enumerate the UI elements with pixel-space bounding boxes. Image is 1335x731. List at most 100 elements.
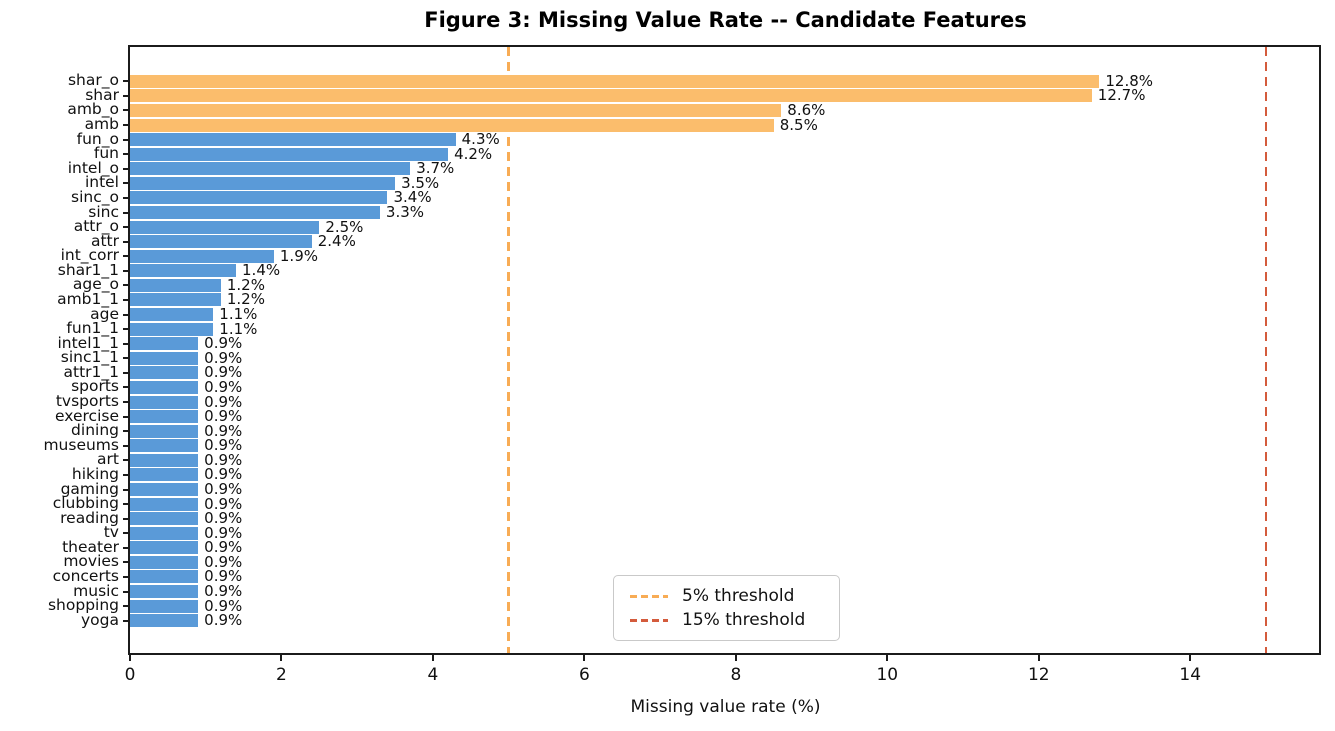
y-tick-label: yoga <box>81 610 119 629</box>
bar-attr_o <box>130 220 320 234</box>
bar-value-label: 0.9% <box>204 480 243 498</box>
x-tick-mark <box>129 653 131 661</box>
y-tick-mark <box>123 153 130 156</box>
bar-value-label: 0.9% <box>204 465 243 484</box>
bar-sinc_o <box>130 191 388 205</box>
y-tick-mark <box>123 459 130 462</box>
chart-title: Figure 3: Missing Value Rate -- Candidat… <box>424 8 1027 32</box>
y-tick-label: attr_o <box>73 217 119 236</box>
y-tick-mark <box>123 94 130 97</box>
bar-fun <box>130 147 449 161</box>
y-tick-label: tvsports <box>55 392 119 411</box>
y-tick-mark <box>123 575 130 578</box>
bar-value-label: 0.9% <box>204 392 243 411</box>
y-tick-label: int_corr <box>60 246 119 265</box>
bar-sinc1_1 <box>130 351 199 365</box>
y-tick-mark <box>123 255 130 258</box>
y-tick-mark <box>123 590 130 593</box>
bar-value-label: 1.9% <box>279 246 318 265</box>
bar-gaming <box>130 483 199 496</box>
bar-value-label: 12.7% <box>1097 86 1146 105</box>
y-tick-mark <box>123 240 130 243</box>
bar-value-label: 0.9% <box>204 421 243 440</box>
y-tick-label: intel_o <box>67 158 119 177</box>
bar-concerts <box>130 570 199 584</box>
bar-art <box>130 453 199 467</box>
bar-value-label: 0.9% <box>204 436 243 455</box>
bar-amb1_1 <box>130 293 221 307</box>
bar-shopping <box>130 599 199 613</box>
y-tick-mark <box>123 124 130 127</box>
y-tick-mark <box>123 401 130 404</box>
legend-label: 5% threshold <box>682 586 795 606</box>
y-tick-label: dining <box>71 421 119 440</box>
dashed-line-icon <box>630 594 668 598</box>
bar-shar1_1 <box>130 264 237 278</box>
bar-tv <box>130 526 199 540</box>
y-tick-label: movies <box>63 552 119 571</box>
bar-amb_o <box>130 103 782 117</box>
y-tick-label: reading <box>60 508 119 527</box>
y-tick-label: amb_o <box>67 100 119 119</box>
bar-age <box>130 308 214 322</box>
x-tick-mark <box>280 653 283 661</box>
x-tick-mark <box>886 653 889 661</box>
y-tick-label: sinc <box>88 202 119 221</box>
bar-value-label: 0.9% <box>204 509 243 528</box>
bar-tvsports <box>130 395 199 409</box>
bar-fun1_1 <box>130 322 214 336</box>
y-tick-label: age <box>90 304 119 323</box>
y-tick-label: museums <box>43 435 119 454</box>
bar-intel_o <box>130 162 411 176</box>
bar-value-label: 4.3% <box>461 130 500 149</box>
y-tick-mark <box>123 342 130 345</box>
x-tick-mark <box>431 653 434 661</box>
bar-attr1_1 <box>130 366 199 380</box>
x-tick-mark <box>734 653 737 661</box>
y-tick-label: exercise <box>55 406 119 425</box>
bar-value-label: 0.9% <box>204 377 243 396</box>
y-tick-mark <box>123 298 130 301</box>
bar-value-label: 0.9% <box>204 407 243 426</box>
y-tick-label: shar1_1 <box>57 260 119 279</box>
y-tick-mark <box>123 546 130 549</box>
bar-value-label: 0.9% <box>204 611 243 630</box>
bar-value-label: 0.9% <box>204 523 243 542</box>
bar-value-label: 3.7% <box>416 159 455 178</box>
y-tick-mark <box>123 561 130 564</box>
bar-amb <box>130 118 774 132</box>
bar-value-label: 8.6% <box>787 100 826 119</box>
y-tick-mark <box>123 386 130 389</box>
bar-value-label: 12.8% <box>1105 71 1154 90</box>
bar-value-label: 4.2% <box>454 144 493 163</box>
x-tick-label: 8 <box>730 665 742 685</box>
y-tick-mark <box>123 473 130 476</box>
y-tick-label: age_o <box>72 275 119 294</box>
y-tick-label: music <box>73 581 119 600</box>
legend-label: 15% threshold <box>682 610 806 630</box>
bar-value-label: 0.9% <box>204 494 243 513</box>
bar-intel <box>130 176 396 190</box>
y-tick-mark <box>123 196 130 199</box>
y-tick-mark <box>123 313 130 316</box>
y-tick-mark <box>123 444 130 447</box>
x-tick-mark <box>583 653 586 661</box>
bar-value-label: 0.9% <box>204 567 243 586</box>
y-tick-mark <box>123 605 130 608</box>
bar-fun_o <box>130 133 456 147</box>
bar-museums <box>130 439 199 453</box>
bar-value-label: 0.9% <box>204 450 243 469</box>
bar-value-label: 3.3% <box>385 203 425 221</box>
y-tick-mark <box>123 226 130 229</box>
y-tick-label: fun1_1 <box>66 319 119 338</box>
bar-value-label: 1.1% <box>219 305 258 324</box>
bar-hiking <box>130 468 199 482</box>
y-tick-label: shopping <box>47 596 119 615</box>
bar-value-label: 0.9% <box>204 363 243 382</box>
y-tick-mark <box>123 517 130 520</box>
bar-yoga <box>130 614 199 628</box>
y-tick-label: art <box>97 450 119 469</box>
y-tick-label: theater <box>62 537 119 556</box>
bar-value-label: 2.5% <box>325 217 364 236</box>
y-tick-label: concerts <box>52 566 119 585</box>
